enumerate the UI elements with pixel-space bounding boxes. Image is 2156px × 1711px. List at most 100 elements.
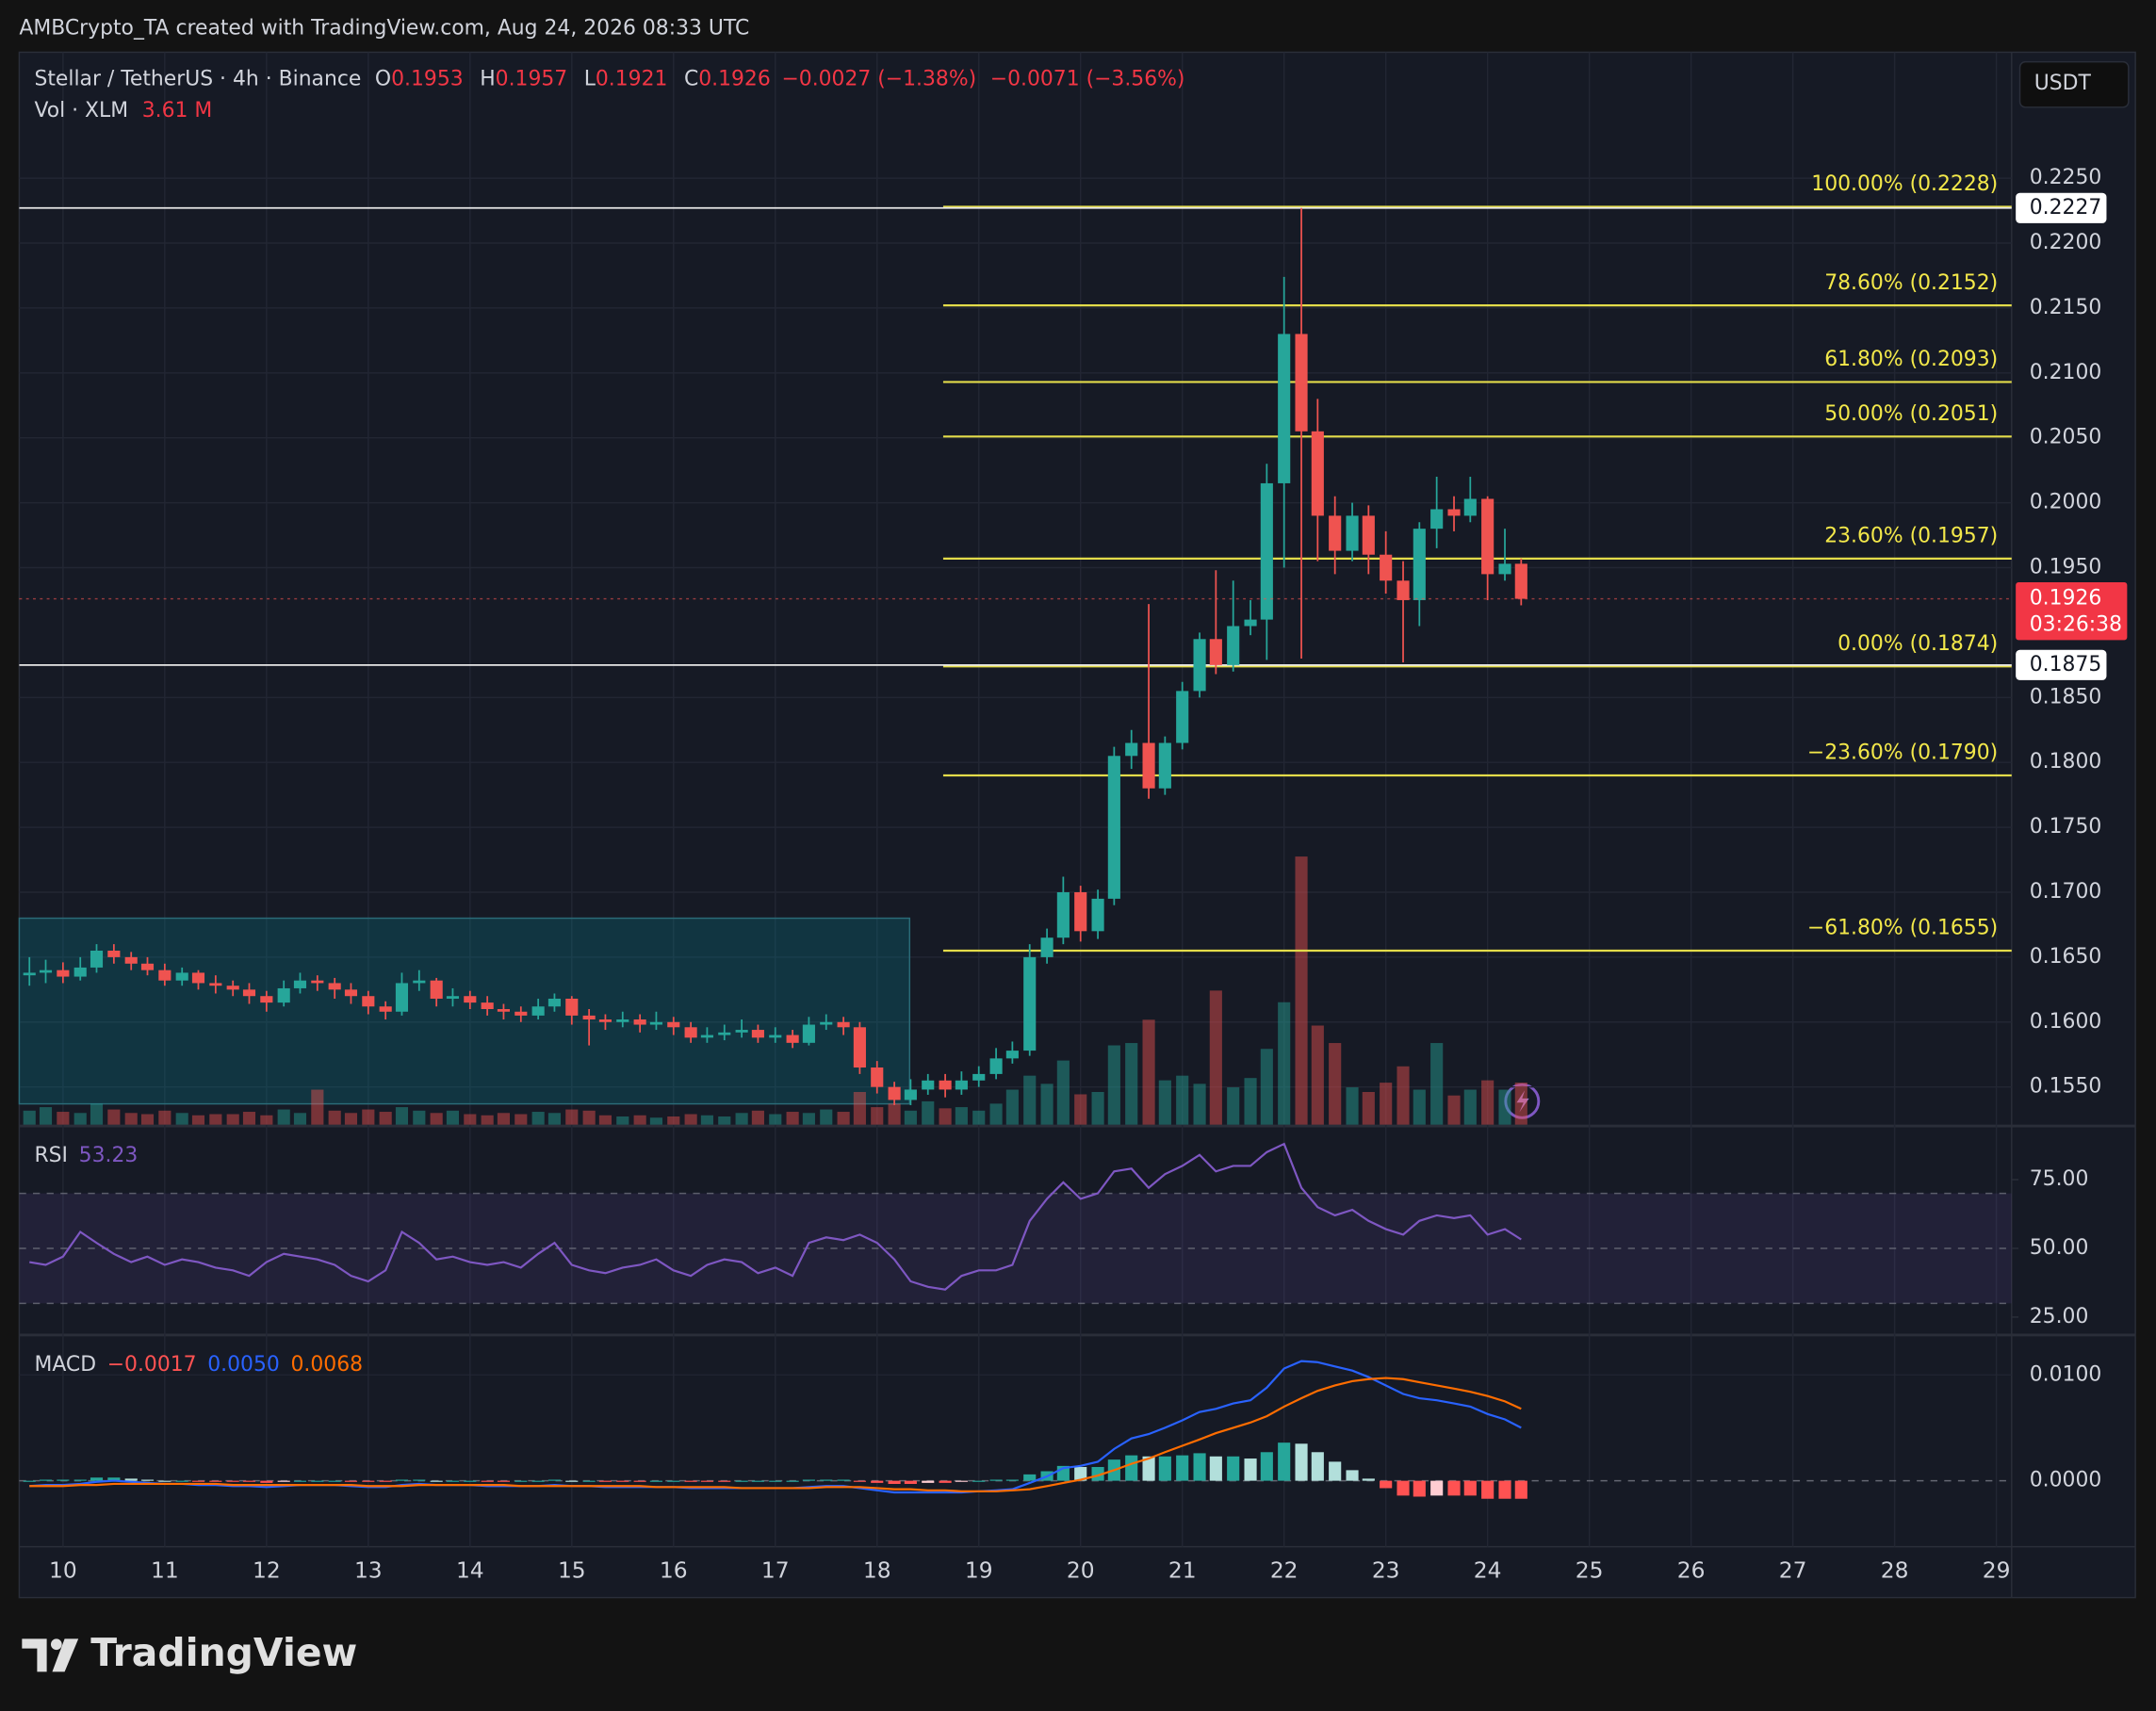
macd-histogram-bar bbox=[107, 1477, 121, 1481]
macd-histogram-bar bbox=[362, 1480, 375, 1482]
x-tick-label: 18 bbox=[863, 1556, 891, 1583]
macd-histogram-bar bbox=[649, 1480, 662, 1482]
candle-body bbox=[1260, 482, 1273, 620]
symbol: Stellar / TetherUS · 4h · Binance bbox=[34, 68, 361, 91]
candle-body bbox=[57, 970, 70, 977]
macd-histogram-bar bbox=[124, 1478, 138, 1481]
macd-histogram-bar bbox=[616, 1480, 629, 1482]
volume-bar bbox=[260, 1115, 273, 1125]
candle-body bbox=[598, 1019, 612, 1022]
volume-bar bbox=[1193, 1084, 1206, 1125]
candle-body bbox=[922, 1080, 935, 1090]
macd-histogram-bar bbox=[582, 1480, 596, 1482]
candle-body bbox=[191, 972, 205, 984]
candle-body bbox=[277, 987, 290, 1003]
volume-bar bbox=[1176, 1075, 1189, 1125]
volume-bar bbox=[242, 1112, 256, 1125]
volume-bar bbox=[700, 1115, 713, 1125]
macd-histogram-bar bbox=[344, 1480, 358, 1482]
ohlc-value: 0.1953 bbox=[391, 68, 464, 91]
macd-histogram-bar bbox=[1005, 1479, 1019, 1481]
x-tick-label: 17 bbox=[761, 1556, 790, 1583]
candle-body bbox=[430, 980, 443, 999]
volume-bar bbox=[293, 1113, 307, 1125]
currency[interactable]: USDT bbox=[2034, 72, 2092, 95]
candle-body bbox=[1430, 509, 1444, 530]
volume-bar bbox=[226, 1114, 239, 1125]
candle-body bbox=[395, 983, 409, 1012]
price-line-box bbox=[2016, 192, 2107, 223]
candle-body bbox=[1514, 563, 1527, 599]
macd-histogram-bar bbox=[1091, 1467, 1104, 1481]
volume-bar bbox=[769, 1114, 782, 1125]
macd-histogram-bar bbox=[837, 1479, 850, 1481]
volume-bar bbox=[1463, 1089, 1477, 1125]
volume-bar bbox=[1362, 1092, 1375, 1125]
x-tick-label: 12 bbox=[253, 1556, 281, 1583]
legend-macd: MACD −0.0017 0.0050 0.0068 bbox=[34, 1353, 363, 1377]
candle-body bbox=[1380, 554, 1393, 581]
y-tick-label: 0.2050 bbox=[2030, 426, 2102, 449]
volume-bar bbox=[446, 1110, 460, 1125]
macd-histogram-bar bbox=[1447, 1480, 1461, 1496]
fib-label: 0.00% (0.1874) bbox=[1838, 632, 1998, 656]
volume-last: 3.61 M bbox=[142, 99, 213, 122]
volume-bar bbox=[751, 1110, 764, 1125]
y-tick-label: 0.2100 bbox=[2030, 361, 2102, 384]
volume-bar bbox=[23, 1110, 36, 1125]
x-tick-label: 28 bbox=[1881, 1556, 1909, 1583]
x-tick-label: 11 bbox=[151, 1556, 179, 1583]
macd-histogram-bar bbox=[735, 1480, 748, 1482]
y-tick-label: 0.1550 bbox=[2030, 1075, 2102, 1099]
y-tick-label: 0.1750 bbox=[2030, 815, 2102, 839]
candle-body bbox=[158, 970, 172, 981]
macd-histogram-bar bbox=[260, 1480, 273, 1483]
macd-histogram-bar bbox=[1362, 1478, 1375, 1481]
candle-body bbox=[1447, 509, 1461, 516]
candle-body bbox=[107, 950, 121, 957]
macd-histogram-bar bbox=[23, 1480, 36, 1482]
macd-tick-label: 0.0100 bbox=[2030, 1362, 2102, 1386]
candle-body bbox=[649, 1021, 662, 1025]
macd-histogram-bar bbox=[74, 1479, 87, 1481]
macd-histogram-bar bbox=[1176, 1455, 1189, 1481]
volume-bar bbox=[107, 1109, 121, 1125]
macd-histogram-bar bbox=[57, 1479, 70, 1481]
y-tick-label: 0.2250 bbox=[2030, 166, 2102, 189]
volume-bar bbox=[547, 1113, 561, 1125]
change-day: −0.0071 (−3.56%) bbox=[990, 68, 1185, 91]
candle-body bbox=[1329, 515, 1342, 551]
candle-body bbox=[837, 1021, 850, 1028]
candle-body bbox=[616, 1019, 629, 1022]
volume-bar bbox=[802, 1113, 815, 1125]
volume-bar bbox=[1125, 1043, 1138, 1125]
volume-bar bbox=[514, 1114, 528, 1125]
candle-body bbox=[328, 983, 341, 990]
candle-body bbox=[74, 967, 87, 977]
volume-bar bbox=[939, 1108, 952, 1125]
macd-histogram-bar bbox=[888, 1480, 901, 1484]
currency-button[interactable] bbox=[2018, 60, 2130, 108]
x-tick-label: 21 bbox=[1168, 1556, 1197, 1583]
alert-icon-bolt bbox=[1516, 1090, 1529, 1113]
candle-body bbox=[853, 1027, 866, 1068]
volume-bar bbox=[175, 1113, 188, 1125]
macd-name: MACD bbox=[34, 1353, 96, 1377]
candle-body bbox=[1278, 334, 1291, 483]
x-tick-label: 20 bbox=[1067, 1556, 1095, 1583]
ohlc-value: 0.1921 bbox=[596, 68, 668, 91]
macd-histogram-bar bbox=[769, 1480, 782, 1482]
candle-body bbox=[1362, 515, 1375, 555]
brand: TradingView bbox=[90, 1630, 357, 1675]
volume-bar bbox=[379, 1112, 392, 1125]
macd-histogram-bar bbox=[1227, 1456, 1240, 1481]
volume-bar bbox=[124, 1113, 138, 1125]
candle-body bbox=[751, 1030, 764, 1038]
volume-bar bbox=[90, 1103, 104, 1125]
y-tick-label: 0.1950 bbox=[2030, 555, 2102, 578]
volume-bar bbox=[1346, 1087, 1359, 1125]
macd-histogram-bar bbox=[293, 1480, 307, 1482]
macd-histogram-bar bbox=[328, 1480, 341, 1482]
volume-bar bbox=[718, 1116, 731, 1125]
volume-bar bbox=[667, 1116, 680, 1125]
